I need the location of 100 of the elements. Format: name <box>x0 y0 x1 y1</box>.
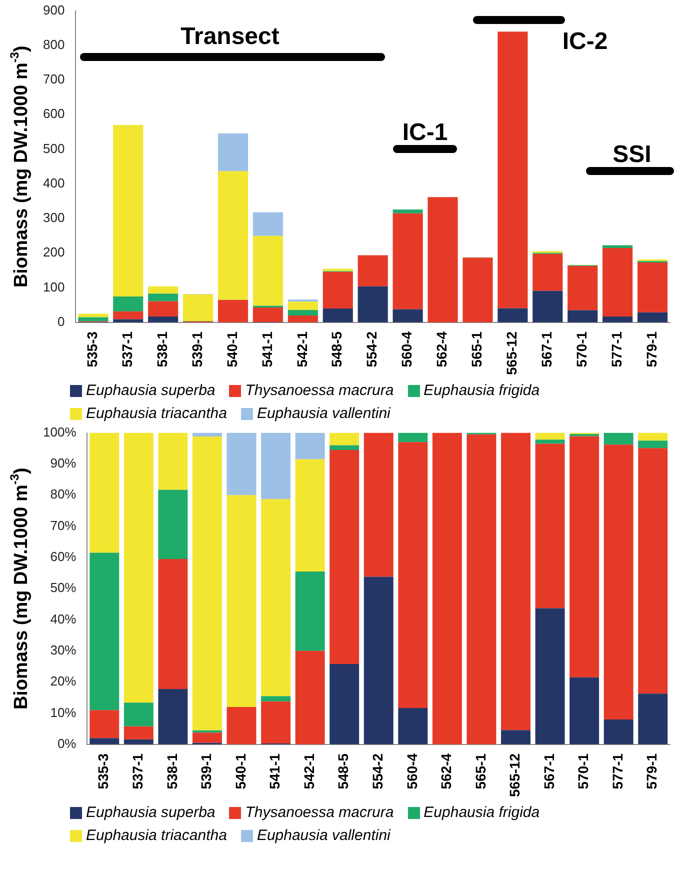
bar <box>330 664 360 744</box>
bar <box>158 490 188 559</box>
bar <box>226 707 256 744</box>
bar <box>604 444 634 720</box>
bar <box>638 440 668 448</box>
y-tick-label: 600 <box>42 106 65 122</box>
bar <box>568 310 598 322</box>
x-tick-label: 538-1 <box>164 753 180 790</box>
bar <box>535 432 565 440</box>
bar <box>532 254 563 291</box>
bar <box>252 308 283 322</box>
bar <box>295 432 325 460</box>
legend-label: Euphausia superba <box>86 804 216 821</box>
bar <box>604 719 634 744</box>
x-tick-label: 565-12 <box>504 331 520 375</box>
x-tick-label: 548-5 <box>328 331 345 368</box>
bar <box>392 210 423 214</box>
bar <box>288 315 318 322</box>
annotation: IC-1 <box>402 119 448 146</box>
bar <box>432 432 462 744</box>
legend-label: Euphausia vallentini <box>256 405 390 422</box>
bar <box>288 302 318 310</box>
bar <box>322 308 353 322</box>
bar <box>288 310 318 316</box>
x-tick-label: 562-4 <box>438 753 454 790</box>
legend-label: Euphausia triacantha <box>86 405 227 422</box>
y-tick-label: 0 <box>57 314 65 329</box>
y-tick-label: 900 <box>42 2 65 18</box>
bar <box>113 125 144 296</box>
bar <box>466 434 496 744</box>
bar <box>226 432 256 496</box>
bar <box>261 696 291 702</box>
bar <box>148 286 178 294</box>
bar <box>330 432 360 446</box>
y-tick-label: 90% <box>50 456 77 471</box>
bar <box>330 450 360 664</box>
bar <box>252 212 283 236</box>
y-tick-label: 60% <box>50 549 77 564</box>
legend-label: Euphausia frigida <box>424 382 540 399</box>
y-tick-label: 300 <box>42 210 65 226</box>
bar <box>637 262 668 312</box>
bar <box>158 559 188 689</box>
y-tick-label: 20% <box>50 674 77 689</box>
legend-label: Euphausia superba <box>86 382 216 399</box>
y-tick-label: 30% <box>50 642 77 658</box>
bar <box>158 432 188 490</box>
bar <box>148 301 178 317</box>
bar <box>226 495 256 708</box>
x-tick-label: 560-4 <box>398 331 415 368</box>
bar <box>358 255 388 286</box>
x-tick-label: 535-3 <box>84 331 100 368</box>
bar <box>261 499 291 696</box>
bar <box>218 300 248 322</box>
bar <box>252 236 283 306</box>
y-tick-label: 100% <box>43 424 77 440</box>
bar <box>498 32 528 308</box>
x-tick-label: 579-1 <box>643 331 660 368</box>
bar <box>261 432 291 500</box>
x-tick-label: 577-1 <box>609 753 626 790</box>
bar <box>113 296 144 312</box>
y-tick-label: 200 <box>42 244 65 260</box>
x-tick-label: 554-2 <box>364 331 380 368</box>
bar <box>398 442 428 708</box>
bar <box>602 316 633 322</box>
bar <box>398 432 428 442</box>
legend-label: Euphausia vallentini <box>256 827 390 844</box>
x-tick-label: 542-1 <box>294 331 310 368</box>
bar <box>428 197 458 322</box>
x-tick-label: 541-1 <box>258 331 275 368</box>
bar <box>90 432 120 553</box>
x-tick-label: 565-1 <box>472 753 488 790</box>
bar <box>462 258 493 322</box>
y-tick-label: 50% <box>50 580 77 596</box>
bar <box>637 312 668 322</box>
bar <box>192 432 222 437</box>
y-tick-label: 500 <box>42 140 65 156</box>
y-tick-label: 400 <box>42 175 65 190</box>
legend-label: Euphausia triacantha <box>86 827 227 844</box>
y-tick-label: 100 <box>42 279 65 294</box>
bar <box>604 432 634 445</box>
x-tick-label: 570-1 <box>573 331 590 368</box>
bar <box>568 266 598 310</box>
bar <box>392 309 423 322</box>
bar <box>148 294 178 302</box>
x-tick-label: 565-1 <box>468 331 485 368</box>
bar <box>124 702 154 726</box>
bar <box>192 730 222 733</box>
bar <box>124 432 154 703</box>
y-tick-label: 800 <box>42 37 65 52</box>
y-axis-title: Biomass (mg DW.1000 m-3) <box>7 46 32 288</box>
bar <box>78 317 108 322</box>
bar <box>602 245 633 248</box>
legend-label: Euphausia frigida <box>424 804 540 821</box>
x-tick-label: 548-5 <box>335 753 352 790</box>
y-axis-title: Biomass (mg DW.1000 m-3) <box>7 468 32 710</box>
bar <box>295 571 325 651</box>
bar <box>358 286 388 322</box>
bar <box>535 608 565 744</box>
bar <box>90 552 120 710</box>
bar <box>218 133 248 172</box>
